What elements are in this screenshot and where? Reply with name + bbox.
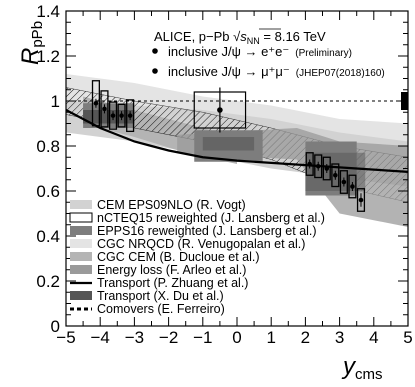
y-tick-label: 1.4 (36, 2, 60, 21)
x-axis-label-main: y (341, 353, 357, 380)
mumu-point (333, 172, 338, 178)
annotation-mumu-text: inclusive J/ψ → μ⁺μ⁻ (168, 64, 290, 79)
legend-label: CGC NRQCD (R. Venugopalan et al.) (97, 237, 305, 251)
x-tick-label: −5 (56, 328, 75, 347)
annotation-ee-note: (Preliminary) (295, 48, 352, 59)
legend-swatch (70, 291, 92, 300)
x-tick-label: 4 (369, 328, 378, 347)
mumu-point (102, 106, 107, 112)
annotation-mumu-note: (JHEP07(2018)160) (296, 68, 385, 79)
mumu-point (315, 163, 321, 169)
x-tick-label: −1 (193, 328, 212, 347)
mumu-point (127, 113, 133, 118)
mumu-syst-box (100, 90, 109, 128)
annotation-ee: inclusive J/ψ → e⁺e⁻ (Preliminary) (168, 44, 352, 59)
x-tick-label: 0 (232, 328, 241, 347)
mumu-point (341, 179, 347, 185)
y-tick-label: 0.4 (36, 227, 60, 246)
x-tick-label: 2 (301, 328, 310, 347)
mumu-point (93, 100, 99, 106)
legend-swatch (70, 226, 92, 235)
legend-label: Transport (X. Du et al.) (97, 289, 224, 303)
mumu-syst-box (126, 99, 135, 133)
model-bands (66, 74, 408, 227)
mumu-point (110, 113, 116, 118)
annotation-marker-mumu (152, 68, 158, 74)
annotation-ee-text: inclusive J/ψ → e⁺e⁻ (168, 44, 289, 59)
annotation-mumu: inclusive J/ψ → μ⁺μ⁻ (JHEP07(2018)160) (168, 64, 385, 79)
legend-label: CEM EPS09NLO (R. Vogt) (97, 198, 246, 212)
y-tick-label: 0.8 (36, 137, 60, 156)
title-nn: NN (247, 36, 260, 46)
x-tick-label: 1 (266, 328, 275, 347)
legend: CEM EPS09NLO (R. Vogt)nCTEQ15 reweighted… (69, 198, 325, 316)
title-s: s (240, 29, 247, 44)
x-tick-label: −4 (91, 328, 110, 347)
legend-swatch (70, 265, 92, 274)
mumu-syst-box (348, 174, 357, 199)
mumu-point (119, 113, 124, 118)
x-axis-label: ycms (341, 353, 383, 383)
y-tick-label: 0.6 (36, 182, 60, 201)
x-axis-label-sub: cms (355, 366, 383, 383)
mumu-point (350, 184, 355, 189)
y-tick-label: 0.2 (36, 272, 60, 291)
annotation-marker-ee (152, 48, 158, 54)
title-post: = 8.16 TeV (260, 29, 326, 44)
y-axis-label: RpPb (17, 21, 46, 65)
legend-label: nCTEQ15 reweighted (J. Lansberg et al.) (97, 211, 325, 225)
y-axis-label-sub: pPb (29, 21, 46, 48)
legend-label: Transport (P. Zhuang et al.) (97, 276, 248, 290)
mumu-point (307, 161, 312, 167)
mumu-syst-box (91, 80, 100, 127)
mumu-syst-box (322, 156, 331, 181)
x-tick-label: 3 (335, 328, 344, 347)
transport-zhuang-curve (66, 109, 408, 173)
y-tick-label: 1 (51, 92, 60, 111)
transport-du-box-mid (202, 137, 255, 151)
legend-label: CGC CEM (B. Ducloue et al.) (97, 250, 260, 264)
y-axis-label-main: R (17, 48, 44, 65)
mumu-syst-box (305, 152, 314, 176)
y-tick-label: 1.2 (36, 47, 60, 66)
axis-ticks: −5 −4 −3 −2 −1 0 1 2 3 4 5 0 0.2 0.4 0.6 0.8 1 1.2 1.4 (36, 2, 412, 347)
ee-point (217, 107, 223, 113)
mumu-point (324, 166, 330, 171)
legend-swatch (69, 212, 93, 223)
x-tick-label: −2 (159, 328, 178, 347)
y-tick-label: 0 (51, 317, 60, 336)
mumu-syst-box (339, 170, 348, 194)
mumu-syst-box (117, 103, 126, 128)
x-tick-label: −3 (125, 328, 144, 347)
mumu-point (358, 197, 364, 203)
mumu-syst-box (108, 101, 118, 130)
mumu-syst-box (356, 188, 366, 212)
legend-label: Comovers (E. Ferreiro) (97, 302, 225, 316)
legend-swatch (70, 200, 92, 209)
title-pre: ALICE, p−Pb (154, 29, 233, 44)
legend-label: EPPS16 reweighted (J. Lansberg et al.) (97, 224, 317, 238)
mumu-syst-box (331, 163, 340, 188)
legend-swatch (70, 239, 92, 248)
x-tick-label: 5 (403, 328, 412, 347)
title-sqrt: √ (233, 29, 241, 44)
legend-label: Energy loss (F. Arleo et al.) (97, 263, 246, 277)
mumu-syst-box (314, 154, 323, 179)
experiment-label: ALICE, p−Pb √sNN = 8.16 TeV (154, 29, 326, 46)
legend-swatch (70, 252, 92, 261)
